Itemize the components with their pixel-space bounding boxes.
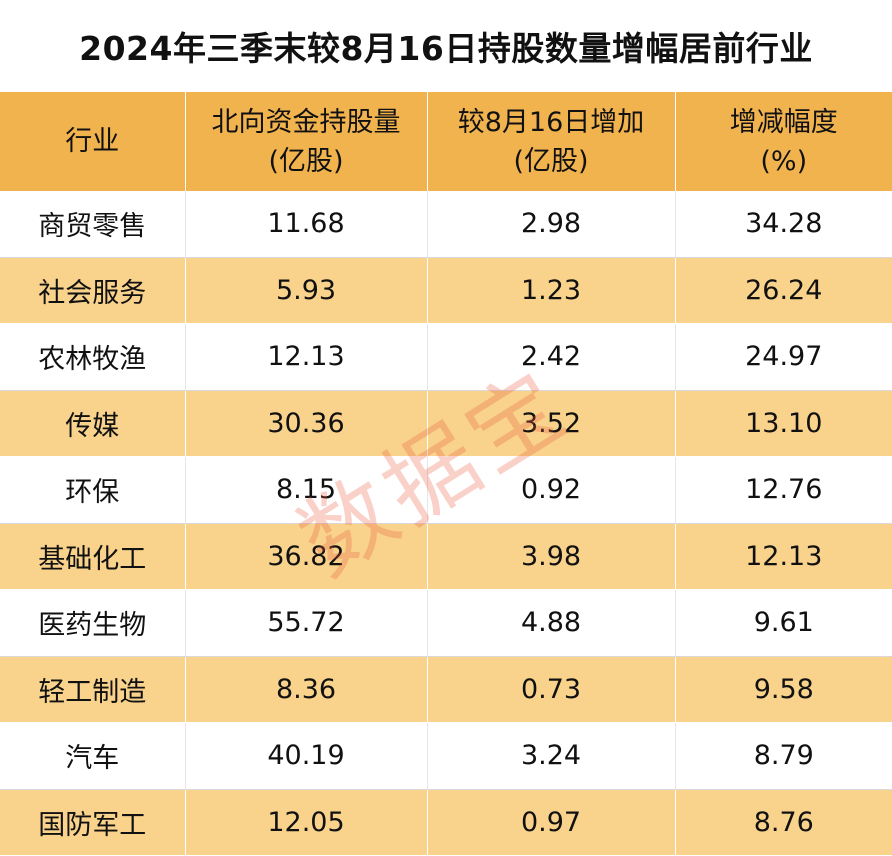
cell-change-rate: 9.58 — [675, 656, 892, 723]
cell-industry: 传媒 — [0, 390, 185, 457]
header-line: 北向资金持股量 — [186, 103, 427, 142]
cell-industry: 汽车 — [0, 723, 185, 790]
cell-change-rate: 8.79 — [675, 723, 892, 790]
cell-holdings: 36.82 — [185, 523, 427, 590]
cell-increase: 0.92 — [427, 457, 675, 524]
cell-change-rate: 12.76 — [675, 457, 892, 524]
cell-change-rate: 24.97 — [675, 324, 892, 391]
page-title: 2024年三季末较8月16日持股数量增幅居前行业 — [0, 0, 892, 92]
industry-table: 行业 北向资金持股量 (亿股) 较8月16日增加 (亿股) 增减幅度 (%) 商… — [0, 92, 892, 856]
header-line: 行业 — [0, 122, 185, 161]
cell-holdings: 55.72 — [185, 590, 427, 657]
cell-increase: 2.98 — [427, 191, 675, 257]
header-unit: (亿股) — [428, 142, 675, 181]
cell-increase: 0.73 — [427, 656, 675, 723]
cell-increase: 4.88 — [427, 590, 675, 657]
cell-holdings: 8.36 — [185, 656, 427, 723]
header-industry: 行业 — [0, 92, 185, 191]
cell-holdings: 12.13 — [185, 324, 427, 391]
cell-change-rate: 13.10 — [675, 390, 892, 457]
header-line: 增减幅度 — [676, 103, 892, 142]
cell-holdings: 11.68 — [185, 191, 427, 257]
header-unit: (%) — [676, 142, 892, 181]
cell-holdings: 30.36 — [185, 390, 427, 457]
header-line: 较8月16日增加 — [428, 103, 675, 142]
cell-industry: 社会服务 — [0, 257, 185, 324]
cell-industry: 医药生物 — [0, 590, 185, 657]
cell-change-rate: 12.13 — [675, 523, 892, 590]
cell-holdings: 8.15 — [185, 457, 427, 524]
header-change-rate: 增减幅度 (%) — [675, 92, 892, 191]
cell-holdings: 5.93 — [185, 257, 427, 324]
cell-increase: 3.52 — [427, 390, 675, 457]
cell-increase: 3.24 — [427, 723, 675, 790]
header-unit: (亿股) — [186, 142, 427, 181]
cell-increase: 3.98 — [427, 523, 675, 590]
cell-industry: 环保 — [0, 457, 185, 524]
cell-industry: 商贸零售 — [0, 191, 185, 257]
cell-holdings: 40.19 — [185, 723, 427, 790]
header-holdings: 北向资金持股量 (亿股) — [185, 92, 427, 191]
cell-change-rate: 9.61 — [675, 590, 892, 657]
cell-industry: 农林牧渔 — [0, 324, 185, 391]
cell-industry: 轻工制造 — [0, 656, 185, 723]
cell-change-rate: 26.24 — [675, 257, 892, 324]
table-header-row: 行业 北向资金持股量 (亿股) 较8月16日增加 (亿股) 增减幅度 (%) — [0, 92, 892, 191]
cell-increase: 1.23 — [427, 257, 675, 324]
cell-change-rate: 34.28 — [675, 191, 892, 257]
header-increase: 较8月16日增加 (亿股) — [427, 92, 675, 191]
cell-increase: 2.42 — [427, 324, 675, 391]
cell-industry: 基础化工 — [0, 523, 185, 590]
